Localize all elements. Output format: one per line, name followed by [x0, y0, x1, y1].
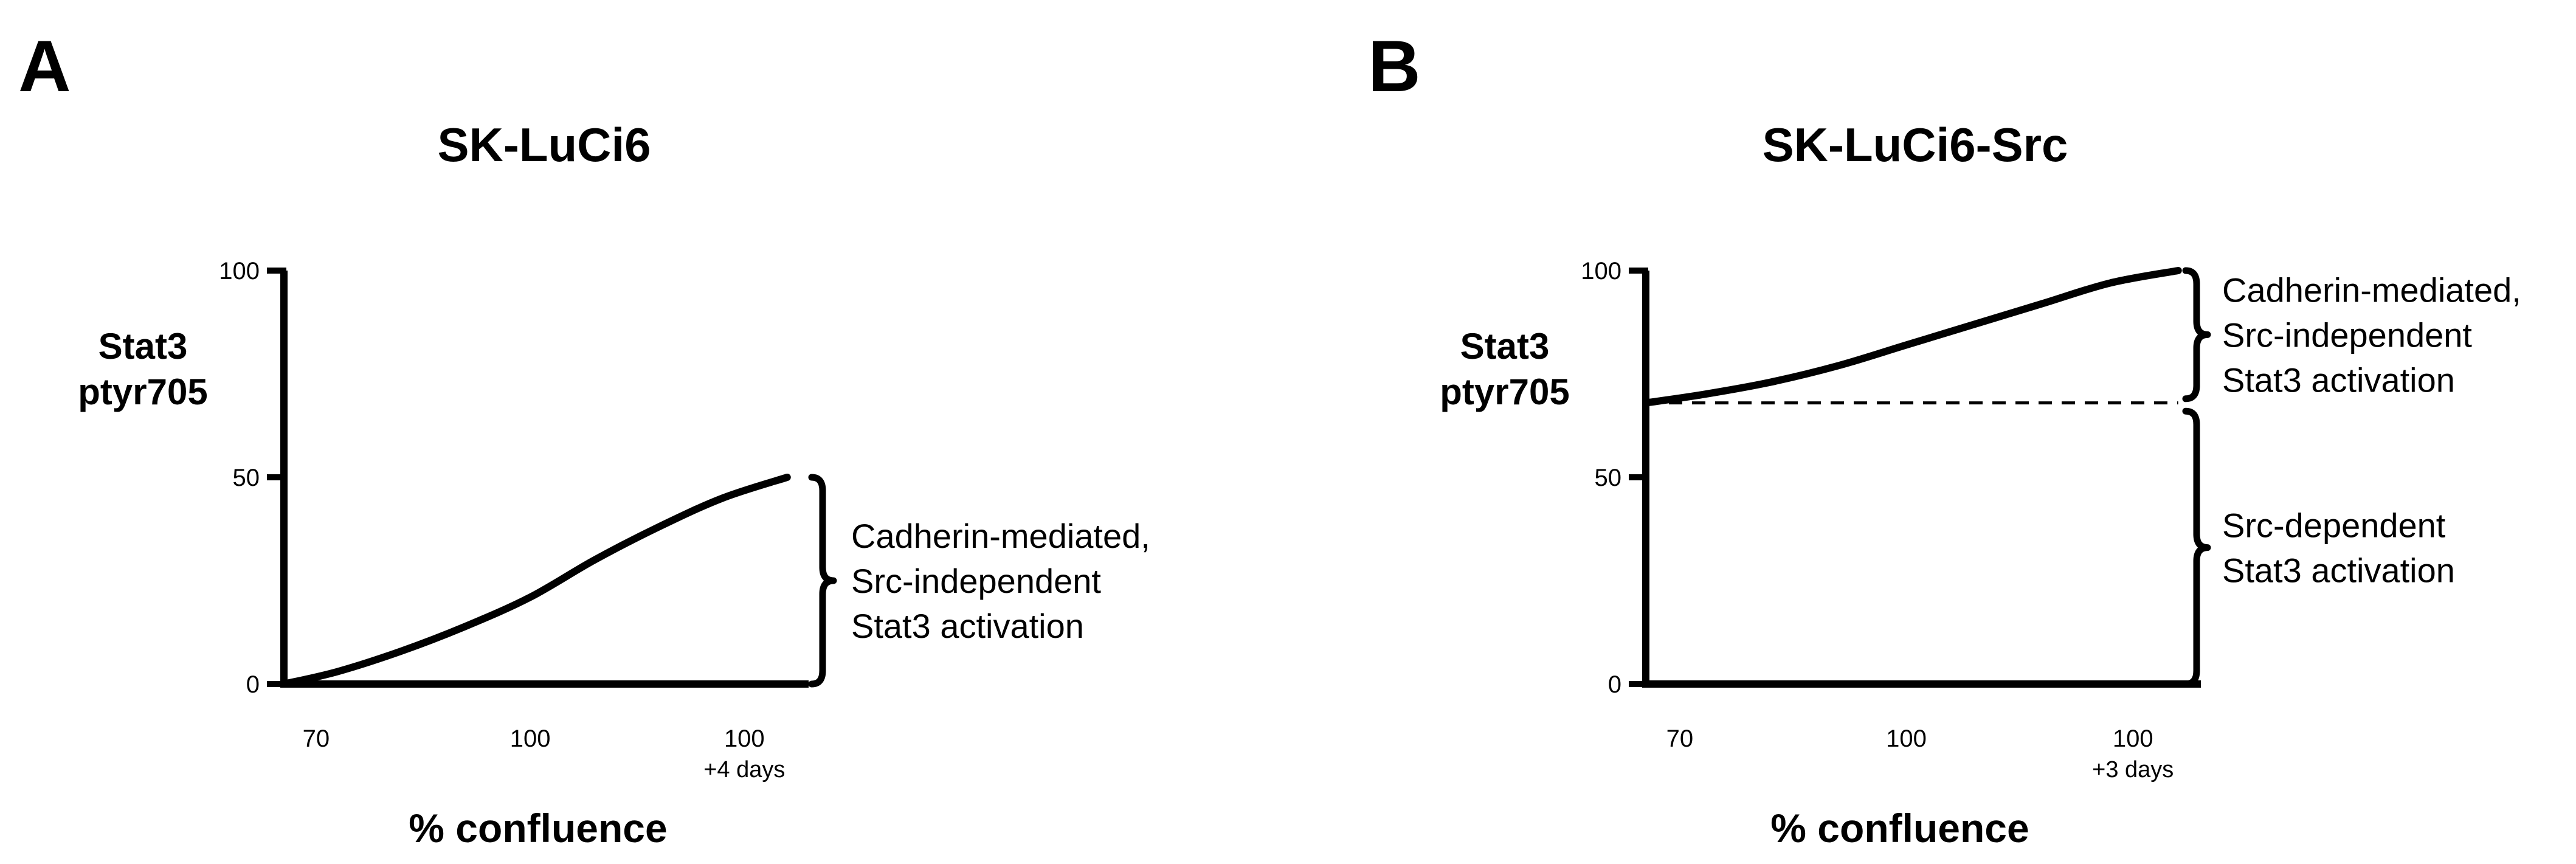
series-line	[280, 474, 791, 688]
axes	[1642, 271, 2201, 688]
annotation-text: Src-dependent	[2222, 506, 2446, 545]
chart-panel-b: B SK-LuCi6-Src Stat3 ptyr705 % confluence 0 50…	[1368, 26, 2521, 851]
chart-title: SK-LuCi6-Src	[1763, 118, 2068, 171]
y-tick-label: 50	[233, 465, 260, 491]
annotation-brace	[808, 474, 837, 688]
y-tick-label: 0	[246, 671, 260, 698]
y-axis-label: Stat3	[1460, 326, 1550, 367]
x-tick-sublabel: +4 days	[703, 757, 785, 783]
x-tick-label: 100	[1886, 725, 1927, 752]
annotation-text: Stat3 activation	[851, 607, 1084, 645]
x-tick-label: 100	[2113, 725, 2153, 752]
annotation-text: Src-independent	[851, 562, 1101, 600]
chart-panel-a: A SK-LuCi6 Stat3 ptyr705 % confluence 0 50 100 7…	[18, 26, 1150, 851]
annotation-brace	[2182, 407, 2211, 688]
series-line	[1642, 267, 2182, 407]
x-axis-label: % confluence	[1770, 806, 2029, 851]
y-axis-label: ptyr705	[1440, 372, 1569, 412]
annotation-text: Stat3 activation	[2222, 361, 2455, 399]
x-tick-label: 100	[724, 725, 765, 752]
annotation-text: Src-independent	[2222, 316, 2472, 354]
annotation-brace	[2182, 267, 2211, 403]
x-tick-label: 70	[303, 725, 330, 752]
chart-title: SK-LuCi6	[438, 118, 651, 171]
y-tick-label: 100	[219, 258, 260, 285]
annotation-text: Cadherin-mediated,	[2222, 271, 2521, 309]
y-tick-label: 50	[1595, 465, 1622, 491]
y-tick-label: 0	[1608, 671, 1621, 698]
annotation-text: Stat3 activation	[2222, 551, 2455, 590]
panel-letter: A	[18, 26, 71, 107]
y-tick-label: 100	[1581, 258, 1621, 285]
axes	[280, 271, 809, 688]
y-axis-label: Stat3	[98, 326, 188, 367]
x-tick-label: 70	[1666, 725, 1694, 752]
x-tick-sublabel: +3 days	[2092, 757, 2174, 783]
x-tick-label: 100	[510, 725, 551, 752]
x-axis-label: % confluence	[409, 806, 667, 851]
panel-letter: B	[1368, 26, 1421, 107]
y-axis-label: ptyr705	[78, 372, 207, 412]
annotation-text: Cadherin-mediated,	[851, 517, 1150, 555]
